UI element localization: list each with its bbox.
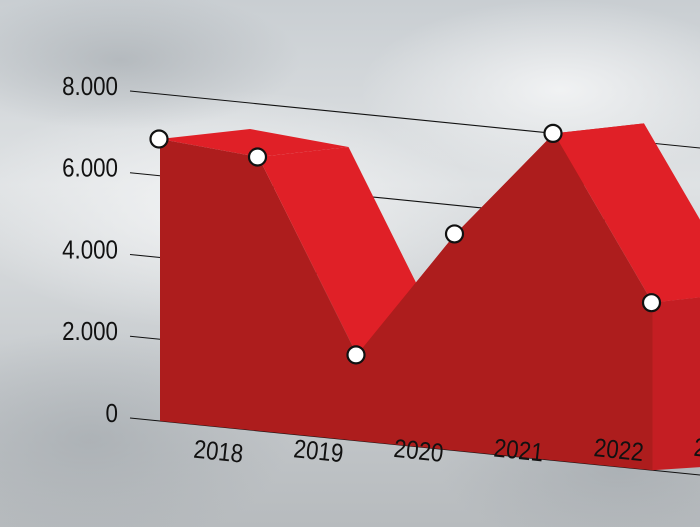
x-tick-label: 2023 <box>693 433 700 467</box>
area-3d-body <box>160 123 700 471</box>
x-tick-label: 2019 <box>292 435 344 469</box>
x-axis-tick-labels: 2018 2019 2020 2021 2022 2023 <box>192 433 700 469</box>
x-tick-label: 2020 <box>392 434 444 468</box>
data-point-markers <box>149 123 662 365</box>
y-tick-label: 0 <box>106 399 118 428</box>
data-point-marker <box>346 345 366 365</box>
data-point-marker <box>543 123 563 143</box>
y-tick-label: 2.000 <box>62 318 118 347</box>
y-tick-label: 8.000 <box>62 72 118 101</box>
x-tick-label: 2022 <box>592 434 644 468</box>
y-axis-tick-labels: 0 2.000 4.000 6.000 8.000 <box>62 72 118 428</box>
data-point-marker <box>247 147 268 167</box>
area-top-surface <box>160 128 349 157</box>
area-side-face <box>652 297 700 471</box>
data-point-marker <box>641 293 662 313</box>
data-point-marker <box>149 129 169 149</box>
x-tick-label: 2021 <box>492 434 544 468</box>
y-tick-label: 4.000 <box>62 236 118 265</box>
y-tick-label: 6.000 <box>62 154 118 183</box>
data-point-marker <box>444 224 465 244</box>
area-front-face <box>160 133 653 471</box>
area-top-surface <box>554 123 700 303</box>
x-tick-label: 2018 <box>192 435 244 469</box>
